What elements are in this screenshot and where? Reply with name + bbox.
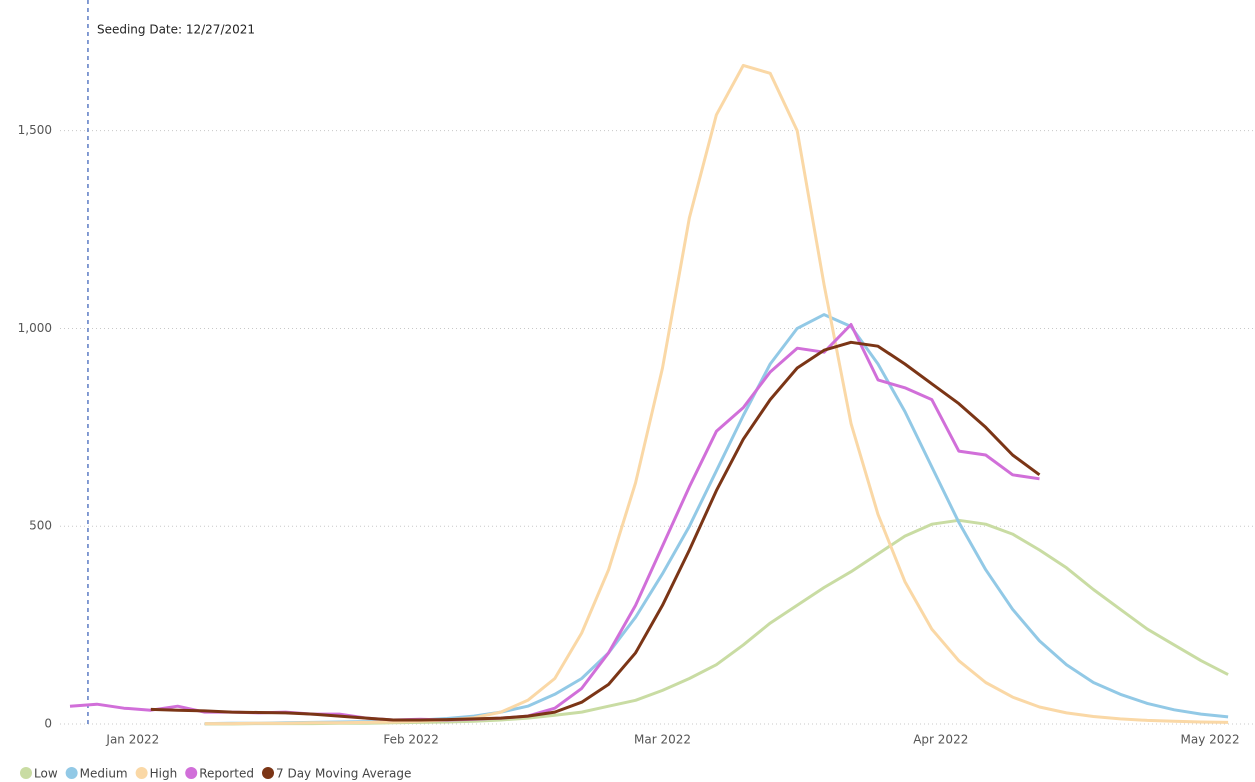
legend-label: Medium <box>80 767 128 781</box>
legend-label: Reported <box>199 767 254 781</box>
legend-marker <box>20 767 32 779</box>
series-line <box>204 313 1229 726</box>
series-line <box>150 340 1041 722</box>
legend-marker <box>185 767 198 779</box>
y-tick-label: 500 <box>29 519 52 533</box>
legend-label: 7 Day Moving Average <box>276 767 411 781</box>
legend-marker <box>65 767 78 779</box>
x-tick-label: Feb 2022 <box>383 733 439 747</box>
x-tick-label: Apr 2022 <box>913 733 968 747</box>
legend-label: Low <box>34 767 58 781</box>
series-line <box>204 518 1229 726</box>
y-tick-label: 0 <box>44 717 52 731</box>
series-line <box>69 323 1040 722</box>
x-tick-label: Mar 2022 <box>634 733 691 747</box>
legend-label: High <box>150 767 178 781</box>
x-tick-label: Jan 2022 <box>105 733 159 747</box>
series-line <box>204 63 1229 726</box>
legend-marker <box>135 767 148 779</box>
y-tick-label: 1,000 <box>18 321 52 335</box>
x-tick-label: May 2022 <box>1181 733 1240 747</box>
y-tick-label: 1,500 <box>18 123 52 137</box>
legend-marker <box>262 767 274 779</box>
annotation: Seeding Date: 12/27/2021 <box>97 23 255 37</box>
